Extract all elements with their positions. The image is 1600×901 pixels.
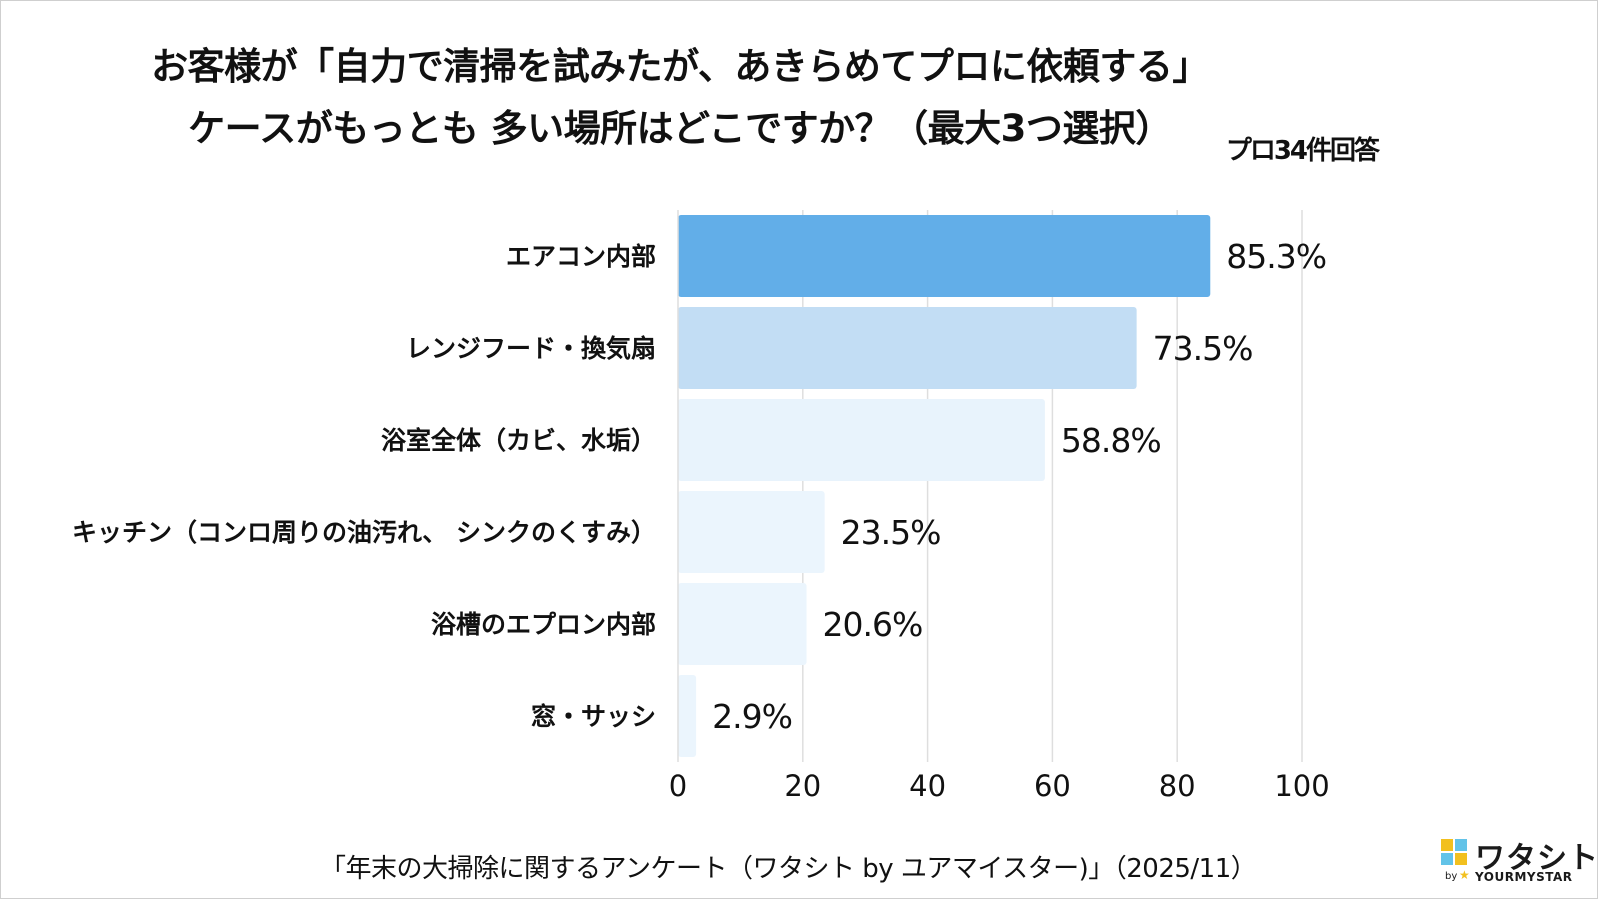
logo-by: by: [1445, 871, 1458, 882]
category-label: エアコン内部: [506, 242, 656, 271]
watashito-logo: ワタシト by ★ YOURMYSTAR: [1437, 835, 1598, 891]
category-label: 浴槽のエプロン内部: [431, 610, 656, 639]
category-label: キッチン（コンロ周りの油汚れ、 シンクのくすみ）: [72, 518, 656, 547]
chart-title-line-2: ケースがもっとも 多い場所はどこですか？（最大3つ選択）: [188, 107, 1172, 150]
bar: [678, 491, 825, 573]
logo-name: ワタシト: [1475, 841, 1599, 876]
bar: [678, 675, 697, 757]
logo-star-icon: ★: [1459, 868, 1470, 882]
x-tick-label: 20: [784, 769, 821, 803]
category-label: 浴室全体（カビ、水垢）: [381, 426, 656, 455]
category-label: レンジフード・換気扇: [406, 334, 656, 363]
logo-subtitle: YOURMYSTAR: [1475, 870, 1573, 884]
value-label: 23.5%: [841, 513, 941, 552]
x-tick-label: 0: [669, 769, 687, 803]
value-label: 20.6%: [823, 605, 923, 644]
x-tick-label: 80: [1159, 769, 1196, 803]
x-tick-label: 60: [1034, 769, 1071, 803]
bar: [678, 583, 807, 665]
value-label: 2.9%: [712, 697, 792, 736]
value-label: 73.5%: [1153, 329, 1253, 368]
x-tick-label: 100: [1274, 769, 1329, 803]
bar: [678, 399, 1045, 481]
value-label: 58.8%: [1061, 421, 1161, 460]
bar: [678, 307, 1137, 389]
chart-title-line-1: お客様が「自力で清掃を試みたが、あきらめてプロに依頼する」: [151, 45, 1209, 88]
value-label: 85.3%: [1226, 237, 1326, 276]
bar: [678, 215, 1211, 297]
source-footer: 「年末の大掃除に関するアンケート（ワタシト by ユアマイスター)」（2025/…: [320, 854, 1257, 884]
respondent-note: プロ34件回答: [1225, 136, 1380, 166]
watashito-logo-mark-icon: [1441, 839, 1467, 865]
category-label: 窓・サッシ: [531, 702, 656, 731]
x-tick-label: 40: [909, 769, 946, 803]
